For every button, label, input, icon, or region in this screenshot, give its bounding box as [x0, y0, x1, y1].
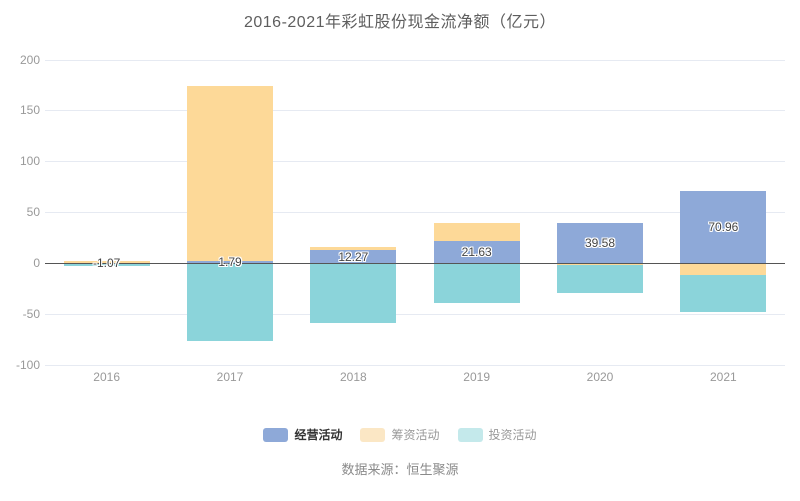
bar-segment-2020-series2[interactable]: [557, 262, 643, 266]
y-axis-tick-label: 200: [19, 52, 40, 67]
bar-segment-2018-series2[interactable]: [310, 247, 397, 251]
y-axis-tick-label: 50: [26, 205, 40, 219]
gridline: [45, 364, 785, 366]
source-note: 数据来源：恒生聚源: [341, 462, 459, 477]
bar-segment-2016-series2[interactable]: [63, 261, 150, 263]
bar-value-label: 70.96: [708, 219, 739, 234]
bar-segment-2016-series3[interactable]: [63, 263, 150, 266]
gridline: [45, 59, 785, 61]
bar-segment-2019-series2[interactable]: [433, 222, 520, 241]
legend: 经营活动 筹资活动 投资活动: [0, 428, 800, 442]
gridline: [45, 313, 785, 315]
zero-axis-line: [45, 262, 785, 264]
x-axis-tick-label: 2018: [339, 370, 367, 384]
bar-value-label: -1.07: [92, 256, 121, 271]
legend-item-1[interactable]: 经营活动: [263, 428, 342, 442]
x-axis-tick-label: 2020: [586, 370, 614, 384]
bar-segment-2017-series1[interactable]: [187, 261, 273, 263]
x-axis-tick-label: 2019: [463, 370, 490, 384]
gridline: [45, 212, 785, 213]
bar-value-label: 21.63: [461, 244, 492, 259]
y-axis-tick-label: 150: [19, 103, 40, 118]
bar-value-label: 12.27: [338, 249, 369, 264]
y-axis-tick-label: 100: [19, 154, 40, 169]
chart-title: 2016-2021年彩虹股份现金流净额（亿元）: [243, 14, 557, 31]
legend-label: 投资活动: [488, 428, 537, 442]
legend-item-2[interactable]: 筹资活动: [360, 428, 440, 442]
bar-segment-2021-series1[interactable]: [680, 190, 767, 263]
y-axis-tick-label: -50: [22, 306, 40, 321]
bar-segment-2020-series1[interactable]: [557, 222, 643, 263]
y-axis-tick-label: -100: [15, 357, 40, 372]
bar-segment-2018-series3[interactable]: [310, 262, 397, 324]
bar-segment-2019-series3[interactable]: [433, 262, 520, 304]
legend-swatch-icon: [360, 428, 386, 442]
legend-label: 经营活动: [294, 428, 343, 442]
legend-item-3[interactable]: 投资活动: [457, 428, 537, 442]
bar-value-label: 39.58: [584, 235, 616, 250]
bar-segment-2018-series1[interactable]: [310, 250, 397, 263]
bar-value-label: 1.79: [218, 254, 242, 269]
legend-swatch-icon: [263, 428, 289, 442]
gridline: [45, 110, 785, 112]
y-axis-tick-label: 0: [33, 255, 40, 270]
bar-segment-2017-series3[interactable]: [187, 262, 273, 341]
bar-segment-2021-series2[interactable]: [680, 262, 767, 275]
gridline: [45, 161, 785, 163]
x-axis-tick-label: 2017: [216, 370, 244, 384]
bar-segment-2019-series1[interactable]: [433, 240, 520, 263]
bar-segment-2017-series2[interactable]: [187, 85, 273, 261]
legend-label: 筹资活动: [391, 428, 440, 442]
legend-swatch-icon: [457, 428, 483, 442]
x-axis-tick-label: 2021: [709, 370, 737, 384]
bar-segment-2020-series3[interactable]: [557, 265, 643, 294]
x-axis-tick-label: 2016: [93, 370, 120, 384]
bar-segment-2021-series3[interactable]: [680, 274, 767, 313]
